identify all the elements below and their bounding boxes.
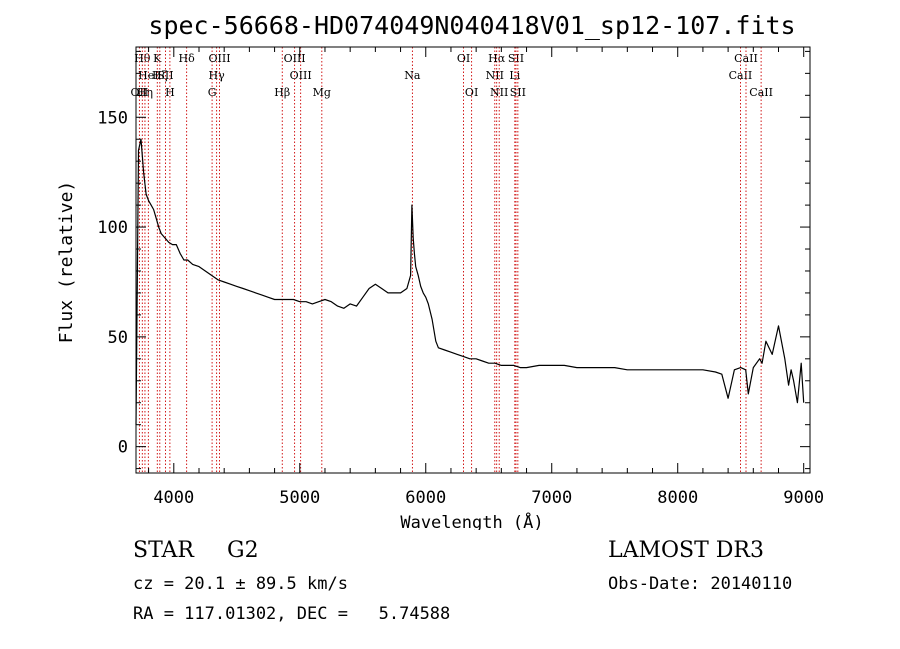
feature-label: Na (404, 69, 421, 82)
x-tick-label: 9000 (783, 488, 824, 508)
plot-frame (135, 46, 811, 474)
x-tick-label: 4000 (153, 488, 194, 508)
feature-label: Li (509, 69, 520, 82)
feature-label: Hη (137, 86, 153, 99)
y-tick-label: 50 (108, 328, 128, 348)
feature-label: NII (486, 69, 504, 82)
feature-label: G (208, 86, 217, 99)
spectrum-line (135, 138, 805, 425)
feature-label: Hδ (179, 52, 196, 65)
feature-label: SII (510, 86, 526, 99)
object-class: STAR (133, 538, 194, 563)
feature-label: NII (490, 86, 508, 99)
feature-label: H (165, 86, 175, 99)
feature-label: OIII (208, 52, 230, 65)
observation-date: Obs-Date: 20140110 (608, 574, 793, 594)
feature-label: SII (157, 69, 173, 82)
feature-label: OI (457, 52, 470, 65)
feature-label: OI (465, 86, 478, 99)
y-tick-label: 100 (97, 218, 128, 238)
feature-label: HeI (138, 69, 158, 82)
feature-label: Hζ (152, 69, 168, 82)
feature-label: Hβ (274, 86, 290, 99)
x-tick-label: 7000 (531, 488, 572, 508)
feature-label: Mg (313, 86, 331, 99)
y-tick-label: 0 (118, 438, 128, 458)
x-tick-label: 5000 (279, 488, 320, 508)
feature-label: OIII (290, 69, 312, 82)
chart-title: spec-56668-HD074049N040418V01_sp12-107.f… (148, 11, 795, 40)
x-axis-label: Wavelength (Å) (400, 511, 543, 530)
feature-label: OII (131, 86, 149, 99)
feature-label: CaII (734, 52, 758, 65)
feature-label: SII (508, 52, 524, 65)
spectrum-chart: spec-56668-HD074049N040418V01_sp12-107.f… (56, 11, 824, 530)
y-axis-label: Flux (relative) (56, 181, 77, 344)
x-tick-label: 8000 (657, 488, 698, 508)
feature-label: Hα (488, 52, 506, 65)
x-tick-label: 6000 (405, 488, 446, 508)
feature-label: CaII (729, 69, 753, 82)
plot-area: OIIHθHηHeIKHζSIIHHδGHγOIIIHβOIIIOIIIMgNa… (97, 46, 824, 508)
object-subclass: G2 (227, 538, 259, 563)
survey-name: LAMOST DR3 (608, 538, 764, 563)
feature-label: Hγ (209, 69, 226, 82)
redshift-velocity: cz = 20.1 ± 89.5 km/s (133, 574, 348, 594)
y-tick-label: 150 (97, 108, 128, 128)
feature-label: OIII (284, 52, 306, 65)
sky-coordinates: RA = 117.01302, DEC = 5.74588 (133, 604, 451, 624)
feature-label: K (153, 52, 162, 65)
feature-label: Hθ (134, 52, 151, 65)
feature-label: CaII (749, 86, 773, 99)
